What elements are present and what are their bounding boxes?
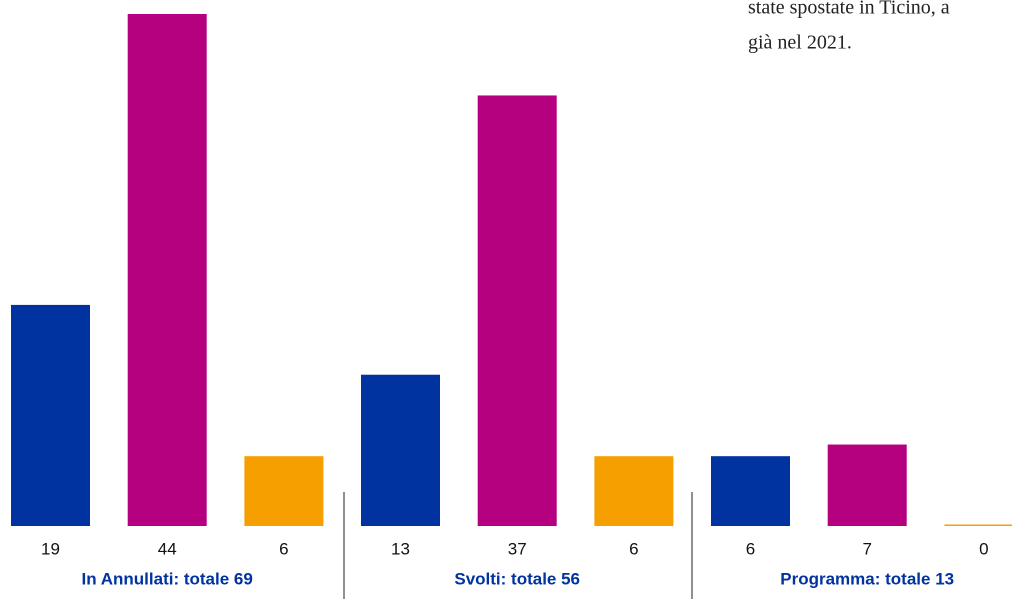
group-label: Svolti: totale 56 (454, 569, 580, 588)
value-label: 37 (508, 539, 527, 558)
annotation: già nel 2021. (748, 32, 852, 54)
bar (11, 304, 90, 526)
value-label: 44 (158, 539, 177, 558)
value-label: 13 (391, 539, 410, 558)
group-label: Programma: totale 13 (780, 569, 954, 588)
value-label: 6 (629, 539, 638, 558)
bar (594, 456, 674, 526)
value-label: 6 (279, 539, 288, 558)
bar (711, 456, 790, 526)
value-label: 0 (979, 539, 988, 558)
group-label: In Annullati: totale 69 (82, 569, 253, 588)
bar (127, 14, 207, 526)
bar (944, 524, 1012, 526)
bar (244, 456, 324, 526)
value-label: 7 (862, 539, 871, 558)
bar (827, 444, 907, 526)
annotation: state spostate in Ticino, a (748, 0, 950, 19)
bar (361, 374, 440, 526)
value-label: 6 (746, 539, 755, 558)
bar (477, 95, 557, 527)
value-label: 19 (41, 539, 60, 558)
